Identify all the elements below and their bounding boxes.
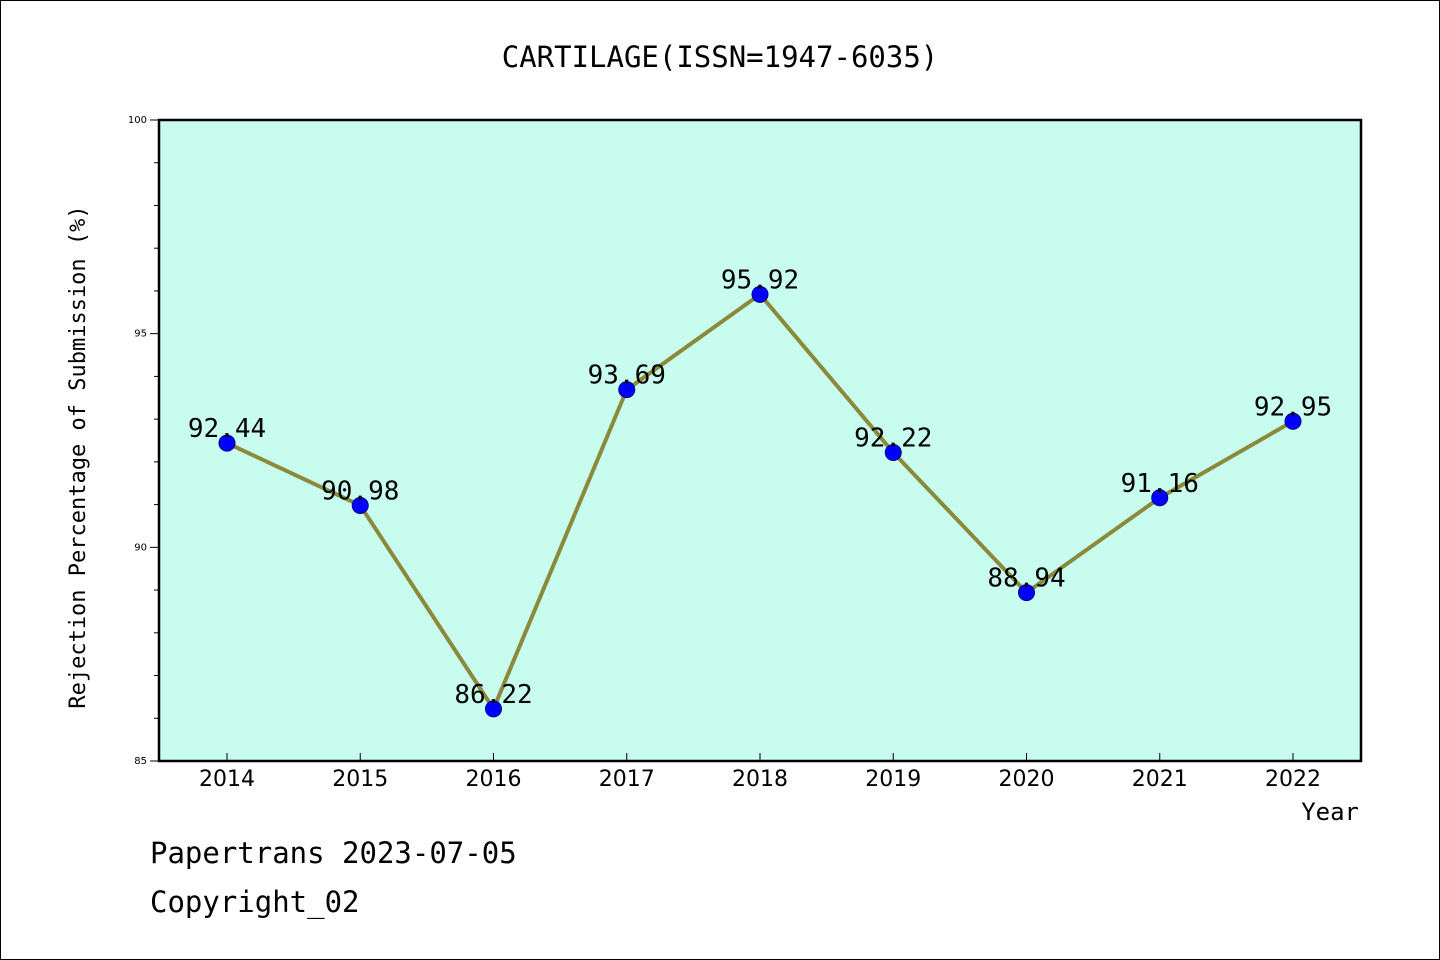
x-tick-label: 2019 (865, 767, 921, 792)
x-tick-label: 2021 (1132, 767, 1188, 792)
data-label: 92.44 (188, 414, 266, 444)
data-labels: 92.44 90.98 86.22 93.69 95.92 92.22 88.94 91.16… (188, 265, 1332, 710)
x-tick-label: 2015 (332, 767, 388, 792)
data-label: 92.22 (854, 423, 932, 453)
data-label: 93.69 (588, 361, 666, 391)
footer-publisher-date: Papertrans 2023-07-05 (150, 836, 517, 870)
x-tick-label: 2014 (199, 767, 255, 792)
data-label: 91.16 (1121, 469, 1199, 499)
data-label: 92.95 (1254, 392, 1332, 422)
data-label: 95.92 (721, 265, 799, 295)
x-tick-label: 2020 (999, 767, 1055, 792)
y-tick-label: 90 (134, 542, 147, 553)
y-tick-label: 100 (128, 115, 147, 126)
data-point (884, 443, 902, 461)
x-tick-label: 2022 (1265, 767, 1321, 792)
data-point (618, 381, 636, 399)
data-point (1018, 584, 1035, 602)
data-label: 88.94 (987, 564, 1065, 594)
data-label: 90.98 (321, 476, 399, 506)
x-axis: 2014 2015 2016 2017 2018 2019 2020 2021 2022 (199, 753, 1321, 792)
data-point (751, 285, 769, 303)
x-axis-label: Year (1301, 798, 1359, 826)
data-label: 86.22 (454, 680, 532, 710)
plot-area (159, 120, 1361, 761)
y-axis-label: Rejection Percentage of Submission (%) (66, 205, 91, 708)
chart-title: CARTILAGE(ISSN=1947-6035) (502, 40, 939, 74)
y-tick-label: 85 (134, 756, 147, 767)
data-point (485, 700, 502, 718)
data-point (351, 496, 369, 514)
y-axis: 85 90 95 100 (128, 115, 159, 767)
plot-border (157, 118, 1363, 763)
footer-copyright: Copyright_02 (150, 885, 360, 919)
x-tick-label: 2016 (466, 767, 522, 792)
data-point (1151, 489, 1169, 507)
x-tick-label: 2018 (732, 767, 788, 792)
data-point (218, 434, 236, 452)
x-tick-label: 2017 (599, 767, 655, 792)
data-point (1284, 412, 1302, 430)
y-tick-label: 95 (134, 329, 147, 340)
series-rejection-percentage (218, 285, 1302, 718)
